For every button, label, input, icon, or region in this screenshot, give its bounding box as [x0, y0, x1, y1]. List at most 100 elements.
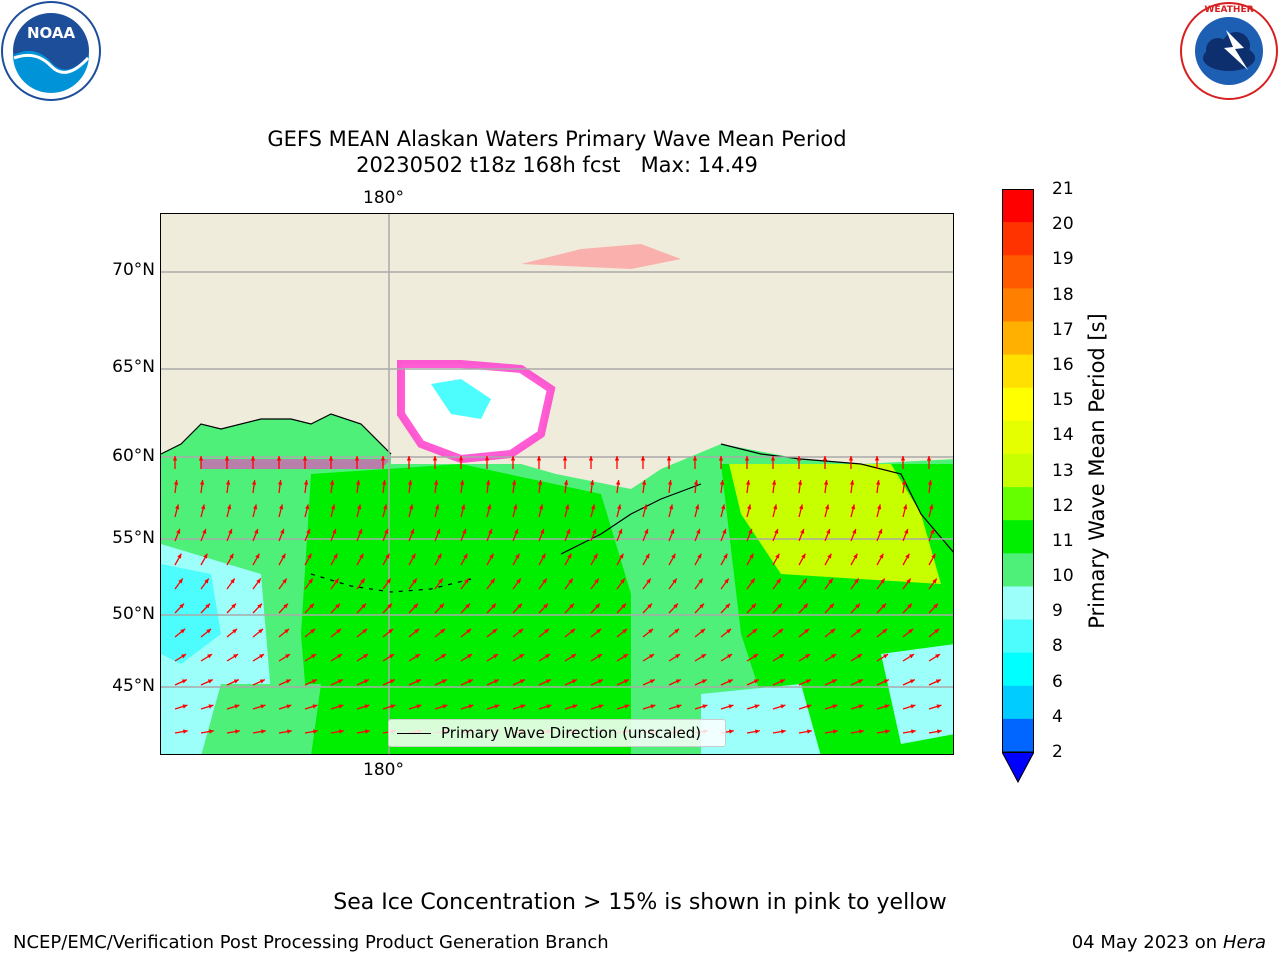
wave-arrow-head — [261, 729, 266, 734]
wave-arrow-head — [329, 480, 335, 485]
wave-arrow-head — [801, 553, 806, 559]
colorbar-tick-label: 16 — [1052, 354, 1074, 375]
wave-arrow-head — [752, 628, 758, 634]
period-12-13-region — [729, 464, 941, 584]
map-title-line1: GEFS MEAN Alaskan Waters Primary Wave Me… — [267, 127, 847, 151]
lat-label-45n: 45°N — [112, 676, 155, 696]
wave-arrow-head — [337, 654, 343, 659]
colorbar-tick-label: 15 — [1052, 390, 1074, 411]
wave-arrow-head — [511, 480, 517, 485]
wave-arrow-head — [284, 628, 290, 634]
wave-arrow-head — [932, 578, 937, 584]
wave-arrow-head — [489, 553, 494, 559]
wave-arrow-head — [728, 704, 734, 709]
wave-arrow-head — [380, 456, 386, 461]
wave-arrow-head — [643, 504, 648, 510]
wave-arrow-head — [648, 628, 654, 634]
wave-arrow-head — [253, 504, 258, 510]
wave-arrow-head — [857, 654, 863, 659]
wave-arrow-head — [833, 729, 838, 734]
wave-arrow-head — [854, 578, 859, 584]
wave-arrow-head — [302, 456, 308, 461]
wave-arrow-head — [754, 704, 760, 709]
wave-arrow-head — [536, 456, 542, 461]
wave-arrow-head — [412, 578, 417, 584]
wave-arrow-head — [519, 654, 525, 659]
wave-arrow-head — [874, 456, 880, 461]
wave-arrow-head — [178, 578, 183, 584]
sea-ice-note: Sea Ice Concentration > 15% is shown in … — [333, 890, 947, 915]
wave-arrow-head — [520, 704, 526, 709]
colorbar-tick-label: 4 — [1052, 706, 1063, 727]
wave-arrow-head — [493, 654, 499, 659]
wave-arrow-head — [675, 654, 681, 659]
wave-arrow-head — [572, 704, 578, 709]
footer-host: Hera — [1222, 932, 1266, 953]
wave-arrow-head — [721, 504, 726, 510]
wave-arrow-head — [674, 628, 680, 634]
colorbar-tick-label: 13 — [1052, 460, 1074, 481]
wave-arrow-head — [250, 456, 256, 461]
wave-arrow-head — [692, 456, 698, 461]
wave-arrow-head — [826, 528, 831, 534]
wave-arrow-head — [227, 504, 232, 510]
wave-arrow-head — [849, 480, 855, 485]
wave-arrow-head — [484, 456, 490, 461]
wave-arrow-head — [901, 480, 907, 485]
wave-arrow-head — [751, 603, 756, 609]
wave-arrow-head — [259, 679, 265, 684]
wave-arrow-head — [647, 603, 652, 609]
wave-arrow-head — [672, 578, 677, 584]
period-9-10-region-south — [201, 684, 321, 754]
wave-arrow-head — [487, 504, 492, 510]
wave-arrow-head — [438, 578, 443, 584]
wave-arrow-head — [389, 654, 395, 659]
wave-arrow-head — [571, 679, 577, 684]
wave-arrow-head — [309, 603, 314, 609]
wave-arrow-head — [592, 528, 597, 534]
wave-arrow-head — [459, 480, 465, 485]
wave-arrow-head — [770, 456, 776, 461]
wave-arrow-head — [386, 578, 391, 584]
period-10-11-region — [301, 464, 631, 754]
wave-arrow-head — [777, 603, 782, 609]
colorbar-tick-label: 18 — [1052, 284, 1074, 305]
wave-arrow-head — [519, 679, 525, 684]
wave-arrow-head — [364, 704, 370, 709]
wave-arrow-head — [856, 628, 862, 634]
wave-arrow-head — [546, 704, 552, 709]
footer-date: 04 May 2023 on Hera — [1072, 932, 1266, 953]
wave-arrow-head — [441, 679, 447, 684]
lat-label-50n: 50°N — [112, 604, 155, 624]
wave-arrow-head — [180, 628, 186, 634]
wave-arrow-head — [753, 679, 759, 684]
wave-arrow-head — [363, 654, 369, 659]
wave-arrow-head — [699, 603, 704, 609]
wave-arrow-head — [726, 628, 732, 634]
wave-arrow-head — [671, 553, 676, 559]
wave-arrow-head — [259, 654, 265, 659]
wave-arrow-head — [277, 480, 283, 485]
wave-arrow-head — [287, 729, 292, 734]
map-panel — [160, 213, 954, 755]
wave-arrow-head — [436, 528, 441, 534]
wave-arrow-head — [623, 679, 629, 684]
wave-arrow-head — [440, 628, 446, 634]
wave-arrow-head — [183, 729, 188, 734]
wave-arrow-head — [825, 504, 830, 510]
wave-arrow-head — [853, 553, 858, 559]
wave-arrow-head — [281, 553, 286, 559]
wave-arrow-head — [667, 480, 673, 485]
wave-arrow-head — [389, 679, 395, 684]
wave-arrow-head — [649, 679, 655, 684]
wave-arrow-head — [383, 504, 388, 510]
colorbar-segment — [1002, 189, 1034, 223]
wave-arrow-head — [879, 553, 884, 559]
wave-arrow-head — [727, 654, 733, 659]
wave-arrow-head — [361, 603, 366, 609]
wave-arrow-head — [204, 578, 209, 584]
wave-arrow-head — [442, 704, 448, 709]
coastline-east — [720, 443, 953, 553]
wave-arrow-head — [181, 654, 187, 659]
wave-arrow-head — [541, 553, 546, 559]
